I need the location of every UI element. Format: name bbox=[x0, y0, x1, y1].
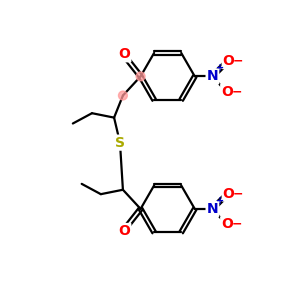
Text: +: + bbox=[216, 63, 224, 73]
Text: N: N bbox=[207, 69, 218, 83]
Circle shape bbox=[118, 91, 127, 100]
Text: O: O bbox=[118, 224, 130, 238]
Text: −: − bbox=[232, 218, 242, 231]
Text: −: − bbox=[232, 85, 242, 98]
Text: −: − bbox=[233, 187, 244, 200]
Text: O: O bbox=[221, 217, 233, 231]
Text: O: O bbox=[118, 47, 130, 61]
Text: −: − bbox=[233, 55, 244, 68]
Text: N: N bbox=[207, 202, 218, 216]
Text: O: O bbox=[223, 54, 235, 68]
Text: O: O bbox=[221, 85, 233, 99]
Text: +: + bbox=[216, 196, 224, 206]
Circle shape bbox=[136, 72, 145, 81]
Text: O: O bbox=[223, 187, 235, 201]
Text: S: S bbox=[115, 136, 125, 150]
